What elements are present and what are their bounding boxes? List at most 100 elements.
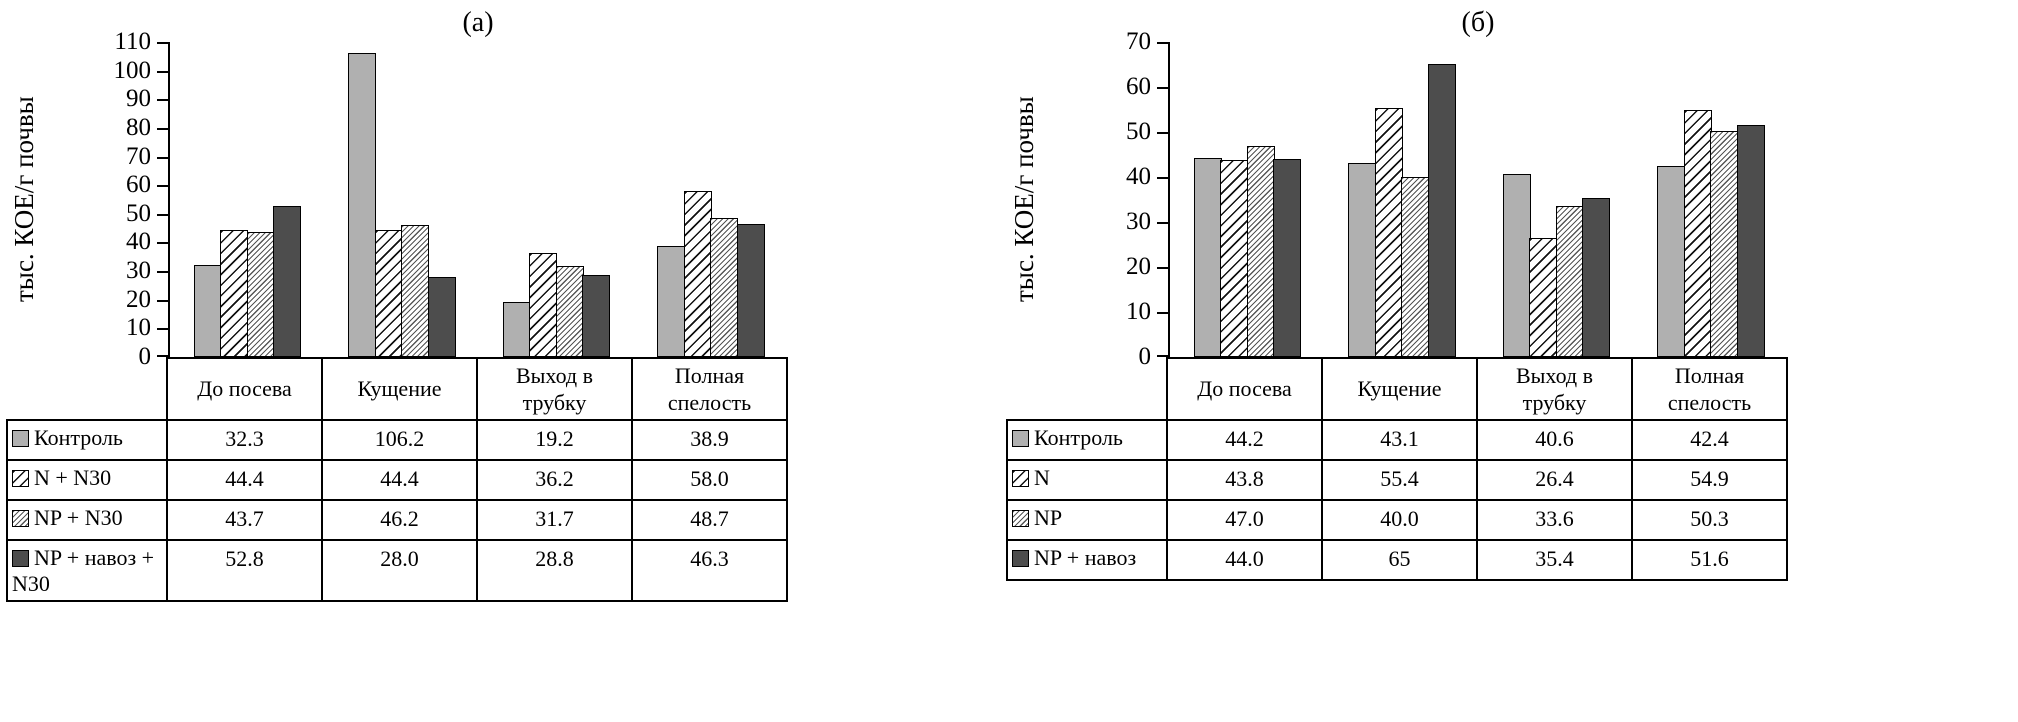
bar bbox=[1710, 131, 1738, 357]
y-tick-label: 70 bbox=[1126, 28, 1151, 55]
legend-swatch bbox=[12, 510, 29, 527]
category-header-cell: До посева bbox=[1166, 357, 1323, 421]
bar bbox=[555, 266, 584, 357]
y-tick-label: 110 bbox=[114, 28, 151, 55]
y-axis-title: тыс. КОЕ/г почвы bbox=[9, 96, 39, 303]
y-tick-mark bbox=[157, 242, 168, 245]
category-header-cell: Выход в трубку bbox=[1476, 357, 1633, 421]
table-row: N 43.8 55.4 26.4 54.9 bbox=[1006, 459, 1788, 501]
series-name: N + N30 bbox=[34, 465, 112, 490]
value-cell: 54.9 bbox=[1631, 459, 1788, 501]
bar bbox=[1273, 159, 1301, 357]
y-axis: тыс. КОЕ/г почвы 0 10 20 30 40 50 60 70 80 90 100 1… bbox=[6, 29, 168, 370]
bar bbox=[220, 230, 248, 357]
bar-group bbox=[1325, 42, 1480, 357]
bar bbox=[1502, 174, 1531, 357]
y-tick-label: 80 bbox=[126, 113, 151, 141]
data-table: До посева Кущение Выход в трубку Полная спе… bbox=[1006, 357, 1788, 581]
series-name-cell: NP + навоз + N30 bbox=[6, 539, 168, 602]
y-tick-label: 50 bbox=[1126, 118, 1151, 145]
chart-title: (б) bbox=[1461, 7, 1495, 38]
category-header-row: До посева Кущение Выход в трубку Полная спе… bbox=[1007, 357, 1788, 421]
table-row: NP 47.0 40.0 33.6 50.3 bbox=[1006, 499, 1788, 541]
chart-panel-a: (а) тыс. КОЕ/г почвы 0 10 20 30 40 50 60 70 80 90… bbox=[6, 6, 1006, 602]
y-tick-mark bbox=[1157, 132, 1168, 134]
y-tick-label: 60 bbox=[1126, 73, 1151, 100]
y-tick-mark bbox=[157, 185, 168, 188]
y-axis: тыс. КОЕ/г почвы 0 10 20 30 40 50 60 70 bbox=[1006, 29, 1168, 370]
y-tick-mark bbox=[157, 213, 168, 216]
y-tick-label: 50 bbox=[126, 199, 151, 227]
series-name-cell: NP + N30 bbox=[6, 499, 168, 541]
category-header-cell: Выход в трубку bbox=[476, 357, 633, 421]
y-tick-label: 100 bbox=[113, 56, 152, 84]
series-name-cell: N bbox=[1006, 459, 1168, 501]
bar-group bbox=[634, 42, 789, 357]
bar bbox=[1657, 166, 1685, 357]
series-name-cell: Контроль bbox=[1006, 419, 1168, 461]
series-name: NP bbox=[1034, 505, 1063, 530]
y-tick-mark bbox=[1157, 222, 1168, 224]
bar bbox=[1220, 160, 1248, 357]
y-tick-mark bbox=[157, 42, 168, 44]
y-axis-ticks: 0 10 20 30 40 50 60 70 80 90 100 110 bbox=[42, 29, 168, 370]
value-cell: 32.3 bbox=[166, 419, 323, 461]
table-row: N + N30 44.4 44.4 36.2 58.0 bbox=[6, 459, 788, 501]
bar bbox=[193, 265, 222, 357]
y-tick-label: 10 bbox=[126, 314, 151, 342]
value-cell: 48.7 bbox=[631, 499, 788, 541]
value-cell: 65 bbox=[1321, 539, 1478, 581]
series-name-cell: NP + навоз bbox=[1006, 539, 1168, 581]
y-tick-label: 30 bbox=[126, 257, 151, 285]
series-name-cell: NP bbox=[1006, 499, 1168, 541]
value-cell: 47.0 bbox=[1166, 499, 1323, 541]
y-tick-label: 20 bbox=[126, 285, 151, 313]
data-table: До посева Кущение Выход в трубку Полная спе… bbox=[6, 357, 788, 602]
legend-swatch bbox=[12, 430, 29, 447]
bar bbox=[401, 225, 429, 357]
bar bbox=[710, 218, 738, 357]
y-axis-ticks: 0 10 20 30 40 50 60 70 bbox=[1042, 29, 1168, 370]
value-cell: 33.6 bbox=[1476, 499, 1633, 541]
bar bbox=[1582, 198, 1610, 357]
legend-swatch bbox=[1012, 550, 1029, 567]
value-cell: 55.4 bbox=[1321, 459, 1478, 501]
y-tick-label: 0 bbox=[1138, 343, 1152, 370]
value-cell: 46.2 bbox=[321, 499, 478, 541]
chart-area: тыс. КОЕ/г почвы 0 10 20 30 40 50 60 70 bbox=[1006, 29, 2006, 370]
table-row: NP + навоз + N30 52.8 28.0 28.8 46.3 bbox=[6, 539, 788, 602]
value-cell: 28.8 bbox=[476, 539, 633, 602]
legend-swatch bbox=[1012, 510, 1029, 527]
bar bbox=[529, 253, 557, 357]
value-cell: 51.6 bbox=[1631, 539, 1788, 581]
y-tick-label: 90 bbox=[126, 85, 151, 113]
series-name-cell: N + N30 bbox=[6, 459, 168, 501]
value-cell: 44.2 bbox=[1166, 419, 1323, 461]
bar-group bbox=[170, 42, 325, 357]
bar bbox=[1683, 110, 1712, 357]
y-tick-mark bbox=[1157, 177, 1168, 179]
y-tick-mark bbox=[157, 127, 168, 130]
figure: (а) тыс. КОЕ/г почвы 0 10 20 30 40 50 60 70 80 90… bbox=[6, 6, 2006, 602]
y-tick-label: 10 bbox=[1126, 298, 1151, 325]
bar bbox=[582, 275, 610, 357]
y-tick-mark bbox=[157, 70, 168, 73]
value-cell: 19.2 bbox=[476, 419, 633, 461]
chart-area: тыс. КОЕ/г почвы 0 10 20 30 40 50 60 70 80 90 100 1… bbox=[6, 29, 1006, 370]
table-row: NP + навоз 44.0 65 35.4 51.6 bbox=[1006, 539, 1788, 581]
chart-panel-b: (б) тыс. КОЕ/г почвы 0 10 20 30 40 50 60 70 До … bbox=[1006, 6, 2006, 602]
chart-title: (а) bbox=[462, 7, 494, 38]
y-tick-label: 0 bbox=[138, 343, 152, 370]
value-cell: 28.0 bbox=[321, 539, 478, 602]
value-cell: 44.0 bbox=[1166, 539, 1323, 581]
bar bbox=[1246, 146, 1275, 357]
bar-group bbox=[1170, 42, 1325, 357]
category-header-cell: Кущение bbox=[321, 357, 478, 421]
value-cell: 35.4 bbox=[1476, 539, 1633, 581]
y-tick-mark bbox=[1157, 312, 1168, 314]
bar bbox=[1529, 238, 1557, 357]
value-cell: 43.1 bbox=[1321, 419, 1478, 461]
bar-group bbox=[325, 42, 480, 357]
table-row: Контроль 44.2 43.1 40.6 42.4 bbox=[1006, 419, 1788, 461]
value-cell: 106.2 bbox=[321, 419, 478, 461]
